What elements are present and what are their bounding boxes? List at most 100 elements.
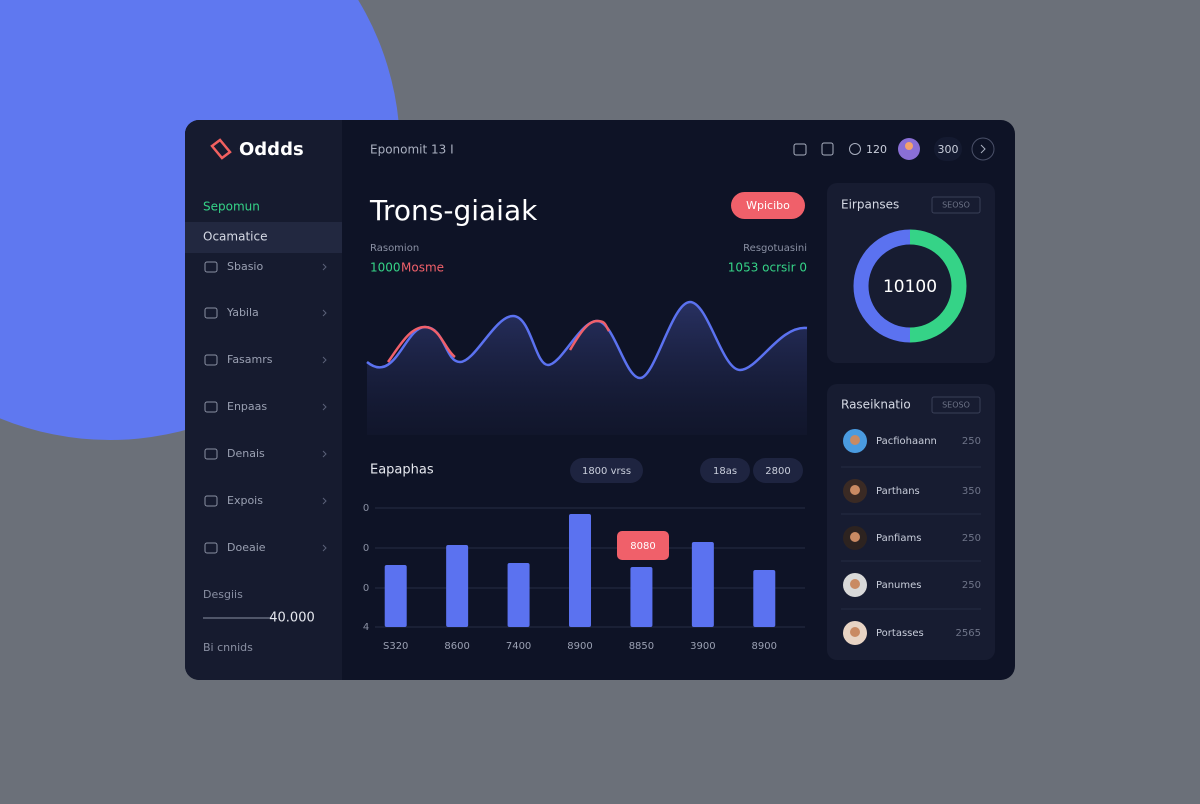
filter-label: 2800	[765, 466, 790, 477]
y-tick-label: 0	[363, 583, 369, 594]
icon[interactable]	[821, 142, 834, 156]
menu-label: Denais	[227, 447, 265, 460]
footer-label: Desgiis	[203, 588, 243, 601]
bar	[384, 565, 407, 627]
person-name: Parthans	[876, 486, 920, 497]
stat-label: Rasomion	[370, 243, 419, 254]
people-panel	[827, 384, 995, 660]
logo-icon	[210, 138, 232, 160]
x-tick-label: S320	[383, 641, 408, 652]
person-name: Panumes	[876, 580, 922, 591]
x-tick-label: 3900	[690, 641, 715, 652]
stat-value: 1000	[370, 261, 401, 275]
filter-pill[interactable]	[753, 458, 803, 483]
menu-chevron	[322, 356, 327, 364]
breadcrumb: Eponomit 13 I	[370, 143, 454, 157]
y-tick-label: 4	[363, 622, 369, 633]
sidebar-items: Sbasio Yabila Fasamrs Enpaas Denais Expois Doe…	[195, 253, 335, 554]
stat-value: 1053 ocrsir 0	[728, 261, 807, 275]
donut-center: 10100	[883, 277, 937, 297]
tag: SEOSO	[942, 201, 970, 210]
icon[interactable]	[849, 143, 861, 155]
filter-label: 18as	[713, 466, 737, 477]
menu-chevron	[322, 263, 327, 271]
person-face	[850, 435, 860, 445]
menu-label: Yabila	[226, 306, 259, 319]
menu-icon	[204, 307, 218, 319]
x-tick-label: 8900	[567, 641, 592, 652]
x-tick-label: 8850	[629, 641, 654, 652]
y-tick-label: 0	[363, 543, 369, 554]
tag-box[interactable]	[931, 196, 981, 214]
menu-chevron	[322, 309, 327, 317]
action-label: Wpicibo	[746, 199, 790, 212]
menu-label: Expois	[227, 494, 263, 507]
bar	[691, 542, 714, 627]
action-button[interactable]	[731, 192, 805, 219]
menu-row[interactable]	[195, 299, 335, 327]
sidebar	[185, 120, 342, 680]
footer-value: 40.000	[269, 611, 315, 626]
people-title: Raseiknatio	[841, 398, 911, 412]
person-face	[850, 532, 860, 542]
menu-chevron	[322, 544, 327, 552]
menu-icon	[204, 448, 218, 460]
x-tick-label: 7400	[506, 641, 531, 652]
menu-icon	[204, 542, 218, 554]
person-face	[850, 579, 860, 589]
menu-icon	[204, 354, 218, 366]
active-row[interactable]	[185, 222, 342, 253]
tag: SEOSO	[942, 401, 970, 410]
tooltip	[617, 531, 669, 560]
stat-note: Mosme	[401, 261, 444, 275]
person-value: 250	[962, 533, 981, 544]
wave-highlight	[386, 325, 456, 363]
stat-label: Resgotuasini	[743, 243, 807, 254]
menu-row[interactable]	[195, 487, 335, 515]
menu-row[interactable]	[195, 253, 335, 281]
bar	[507, 563, 530, 627]
bar	[753, 570, 776, 627]
bar	[630, 567, 653, 627]
person-value: 2565	[956, 628, 981, 639]
brand: Oddds	[239, 139, 304, 160]
donut-green	[909, 229, 967, 343]
menu-row[interactable]	[195, 440, 335, 468]
tag-box[interactable]	[931, 396, 981, 414]
menu-label: Fasamrs	[227, 353, 273, 366]
bar	[446, 545, 469, 627]
filter-label: 1800 vrss	[582, 466, 631, 477]
count: 120	[866, 143, 887, 156]
next-button[interactable]	[971, 137, 995, 161]
avatar-face	[905, 142, 913, 150]
balance-pill[interactable]	[934, 137, 962, 161]
menu-label: Doeaie	[227, 541, 266, 554]
filter-pill[interactable]	[700, 458, 750, 483]
person-name: Portasses	[876, 628, 924, 639]
filters: 1800 vrss 18as 2800	[570, 458, 803, 483]
tooltip-label: 8080	[630, 541, 655, 552]
wave-highlight	[568, 319, 611, 351]
x-tick-label: 8900	[752, 641, 777, 652]
menu-icon	[204, 401, 218, 413]
wave-area	[367, 302, 807, 435]
footer-link[interactable]: Bi cnnids	[203, 641, 253, 654]
balance: 300	[938, 143, 959, 156]
chevron	[980, 144, 986, 154]
donut-blue	[853, 229, 911, 343]
person-face	[850, 485, 860, 495]
filter-pill[interactable]	[570, 458, 643, 483]
y-tick-label: 0	[363, 503, 369, 514]
person-face	[850, 627, 860, 637]
icon[interactable]	[793, 143, 807, 156]
menu-label: Sbasio	[227, 260, 263, 273]
people-list: Pacfiohaann 250 Parthans 350 Panfiams 250 Panu…	[841, 429, 981, 645]
x-tick-label: 8600	[444, 641, 469, 652]
menu-chevron	[322, 403, 327, 411]
person-value: 350	[962, 486, 981, 497]
bar-title: Eapaphas	[370, 463, 434, 478]
bar-chart: 0 0 0 4 S320 8600 7400 8900 8850 3900 8900 8080	[363, 503, 805, 652]
donut-title: Eirpanses	[841, 198, 899, 212]
